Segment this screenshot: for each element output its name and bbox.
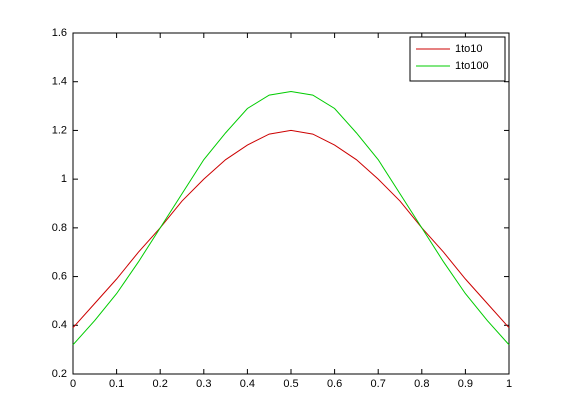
- legend-label: 1to100: [455, 60, 489, 72]
- y-tick-label: 0.6: [52, 270, 67, 282]
- line-series: [72, 129, 510, 329]
- y-tick-label: 0.4: [52, 319, 67, 331]
- x-tick-label: 0.1: [109, 378, 124, 390]
- x-tick-label: 1: [506, 378, 512, 390]
- x-tick-label: 0.2: [153, 378, 168, 390]
- x-tick-label: 0.9: [458, 378, 473, 390]
- y-tick-label: 1.6: [52, 27, 67, 39]
- y-tick-label: 1.2: [52, 124, 67, 136]
- y-tick-label: 1.4: [52, 76, 67, 88]
- y-tick-label: 0.8: [52, 222, 67, 234]
- legend-box: [409, 36, 506, 82]
- x-tick-label: 0.8: [414, 378, 429, 390]
- y-tick-label: 1: [61, 173, 67, 185]
- x-tick-label: 0.7: [371, 378, 386, 390]
- x-tick-label: 0.4: [240, 378, 255, 390]
- x-tick-label: 0.3: [196, 378, 211, 390]
- x-tick-label: 0.6: [327, 378, 342, 390]
- legend-label: 1to10: [455, 43, 483, 55]
- plot-area: [72, 32, 510, 375]
- x-tick-label: 0.5: [283, 378, 298, 390]
- y-tick-label: 0.2: [52, 368, 67, 380]
- x-tick-label: 0: [70, 378, 76, 390]
- line-series: [72, 90, 510, 346]
